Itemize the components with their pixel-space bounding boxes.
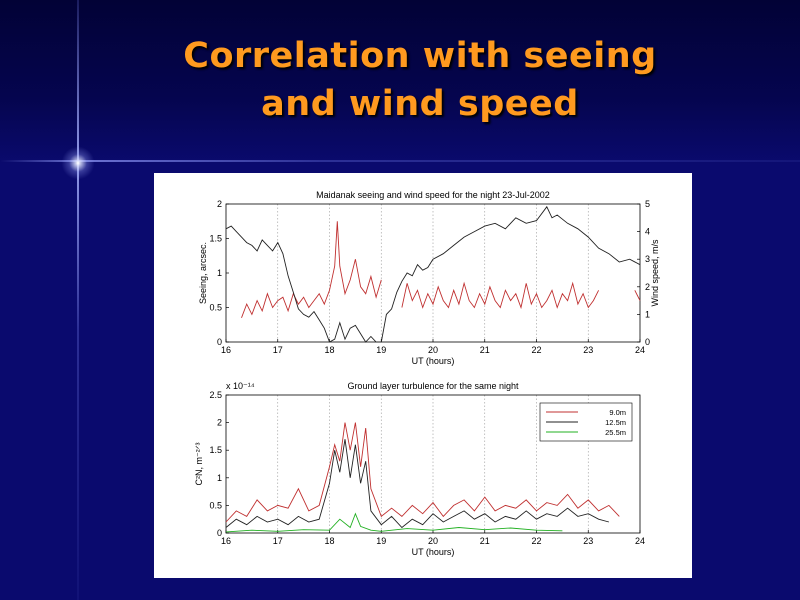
- x-tick-label: 18: [324, 536, 334, 546]
- x-tick-label: 24: [635, 536, 645, 546]
- x-tick-label: 19: [376, 345, 386, 355]
- x-tick-label: 22: [531, 345, 541, 355]
- series-line-0-0: [241, 221, 382, 318]
- x-tick-label: 21: [480, 345, 490, 355]
- x-tick-label: 23: [583, 536, 593, 546]
- x-tick-label: 20: [428, 345, 438, 355]
- y-tick-label: 2: [217, 418, 222, 428]
- series-line-0-3: [225, 205, 641, 343]
- y-right-tick-label: 2: [645, 282, 650, 292]
- slide-title: Correlation with seeing and wind speed: [120, 32, 720, 128]
- legend-label: 12.5m: [605, 418, 626, 427]
- legend-label: 25.5m: [605, 428, 626, 437]
- slide-header-band: [0, 0, 800, 165]
- y-tick-label: 0: [217, 528, 222, 538]
- y-tick-label: 0.5: [209, 500, 222, 510]
- y-tick-label: 1.5: [209, 234, 222, 244]
- decorative-vertical-line: [77, 0, 79, 600]
- x-tick-label: 18: [324, 345, 334, 355]
- chart-title: Maidanak seeing and wind speed for the n…: [316, 190, 550, 200]
- figure-svg: 16 17 18 19 20 21 22 23 2400.511.52012345Maidana…: [194, 190, 660, 557]
- sparkle-icon: [60, 145, 96, 181]
- y-tick-label: 1: [217, 473, 222, 483]
- x-tick-label: 16: [221, 536, 231, 546]
- y-axis-label-right: Wind speed, m/s: [650, 239, 660, 307]
- x-axis-label: UT (hours): [412, 356, 455, 366]
- x-tick-label: 17: [273, 345, 283, 355]
- x-axis-label: UT (hours): [412, 547, 455, 557]
- y-right-tick-label: 1: [645, 309, 650, 319]
- y-right-tick-label: 3: [645, 254, 650, 264]
- y-tick-label: 0.5: [209, 303, 222, 313]
- x-tick-label: 22: [531, 536, 541, 546]
- y-tick-label: 1.5: [209, 445, 222, 455]
- series-line-0-1: [401, 281, 600, 310]
- x-tick-label: 21: [480, 536, 490, 546]
- series-line-1-2: [225, 512, 563, 533]
- x-tick-label: 23: [583, 345, 593, 355]
- slide-title-line-2: and wind speed: [261, 84, 579, 124]
- legend-label: 9.0m: [609, 408, 626, 417]
- figure-panel: 16 17 18 19 20 21 22 23 24 0 0.5 1 1.5 2 0 1 2 3 4 5 Maidana…: [154, 173, 692, 578]
- y-tick-label: 1: [217, 268, 222, 278]
- y-tick-label: 2: [217, 199, 222, 209]
- chart-title: Ground layer turbulence for the same nig…: [347, 381, 519, 391]
- x-tick-label: 16: [221, 345, 231, 355]
- series-line-1-1: [225, 439, 610, 529]
- y-right-tick-label: 5: [645, 199, 650, 209]
- x-tick-label: 24: [635, 345, 645, 355]
- y-right-tick-label: 4: [645, 227, 650, 237]
- series-line-0-2: [634, 290, 641, 301]
- x-tick-label: 19: [376, 536, 386, 546]
- y-multiplier-label: x 10⁻¹⁴: [226, 381, 255, 391]
- y-tick-label: 0: [217, 337, 222, 347]
- plot-frame: [225, 203, 641, 343]
- x-tick-label: 20: [428, 536, 438, 546]
- slide-title-line-1: Correlation with seeing: [183, 36, 657, 76]
- y-tick-label: 2.5: [209, 390, 222, 400]
- x-tick-label: 17: [273, 536, 283, 546]
- y-axis-label: C²N, m⁻²ᐟ³: [194, 442, 204, 485]
- y-axis-label-left: Seeing, arcsec.: [198, 242, 208, 304]
- decorative-horizontal-line: [0, 160, 800, 162]
- y-right-tick-label: 0: [645, 337, 650, 347]
- series-line-1-0: [225, 422, 620, 523]
